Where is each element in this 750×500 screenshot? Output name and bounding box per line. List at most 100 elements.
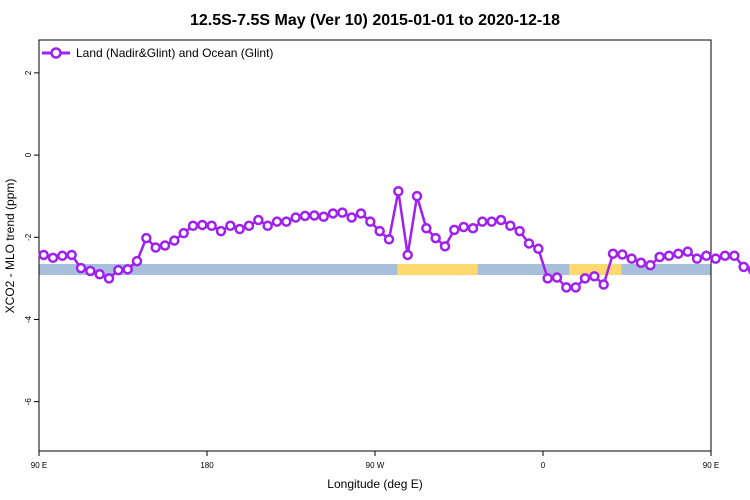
- data-point: [458, 221, 469, 233]
- data-point: [561, 282, 572, 293]
- data-point: [402, 249, 413, 261]
- data-point: [47, 252, 59, 264]
- data-point: [486, 216, 497, 227]
- data-point: [533, 243, 544, 255]
- data-point: [290, 212, 301, 223]
- data-point: [103, 273, 115, 284]
- data-point: [635, 257, 647, 269]
- data-point: [579, 273, 591, 284]
- data-point: [710, 253, 721, 264]
- x-tick-label: 0: [541, 461, 546, 470]
- data-point: [346, 212, 357, 223]
- data-point: [719, 250, 731, 262]
- y-tick-label: -2: [24, 233, 33, 241]
- data-point: [393, 185, 404, 197]
- plot-area: [38, 39, 750, 452]
- data-point: [383, 234, 395, 245]
- data-point: [477, 216, 488, 227]
- y-tick-label: -6: [24, 398, 33, 406]
- data-point: [234, 223, 245, 235]
- data-point: [514, 225, 525, 237]
- data-point: [262, 220, 273, 232]
- legend-label: Land (Nadir&Glint) and Ocean (Glint): [76, 46, 273, 60]
- data-point: [607, 248, 619, 259]
- x-tick-label: 90 E: [31, 461, 47, 470]
- data-point: [663, 250, 675, 262]
- data-point: [57, 250, 68, 262]
- data-point: [243, 220, 255, 232]
- data-point: [75, 262, 87, 274]
- data-point: [439, 241, 451, 252]
- data-point: [85, 265, 96, 277]
- y-tick-label: -4: [24, 315, 33, 323]
- data-point: [467, 222, 479, 234]
- data-point: [38, 249, 49, 261]
- x-axis: 90 E 180 90 W 0 90 E: [31, 451, 719, 470]
- data-point: [449, 224, 460, 236]
- data-point: [122, 264, 133, 275]
- data-point: [159, 240, 171, 251]
- data-point: [309, 210, 320, 221]
- data-point: [215, 225, 227, 237]
- data-point: [141, 232, 152, 244]
- y-axis: 2 0 -2 -4 -6: [24, 70, 39, 405]
- data-point: [197, 219, 208, 231]
- ocean-band: [39, 263, 711, 276]
- data-point: [505, 220, 516, 232]
- data-point: [729, 250, 740, 262]
- plot-frame: [38, 39, 712, 452]
- y-tick-label: 0: [24, 152, 33, 157]
- x-tick-label: 90 W: [366, 461, 385, 470]
- data-point: [542, 273, 553, 284]
- data-point: [626, 253, 637, 264]
- series-layer: [38, 185, 750, 293]
- data-point: [421, 222, 432, 234]
- data-point: [299, 210, 311, 222]
- data-point: [131, 255, 143, 267]
- x-axis-label: Longitude (deg E): [327, 477, 422, 491]
- data-point: [355, 208, 367, 219]
- data-point: [523, 238, 535, 249]
- data-point: [701, 250, 712, 262]
- data-point: [682, 246, 693, 257]
- data-point: [551, 272, 563, 283]
- data-point: [495, 214, 507, 226]
- data-point: [271, 216, 283, 227]
- x-tick-label: 90 E: [703, 461, 719, 470]
- data-point: [206, 220, 217, 232]
- data-point: [411, 190, 423, 202]
- data-point: [654, 251, 665, 263]
- data-point: [691, 253, 703, 264]
- legend-point-marker: [50, 47, 62, 59]
- data-point: [598, 279, 609, 290]
- data-point: [169, 235, 180, 246]
- data-point: [589, 271, 600, 282]
- land-band: [397, 263, 478, 276]
- legend: Land (Nadir&Glint) and Ocean (Glint): [42, 46, 273, 60]
- data-point: [617, 249, 628, 260]
- data-point: [281, 216, 292, 227]
- data-point: [645, 259, 656, 271]
- data-point: [187, 220, 199, 232]
- x-tick-label: 180: [200, 461, 214, 470]
- y-tick-label: 2: [24, 70, 33, 75]
- data-point: [318, 211, 329, 222]
- data-point: [673, 248, 684, 259]
- y-axis-label: XCO2 - MLO trend (ppm): [3, 179, 17, 314]
- data-point: [66, 249, 77, 261]
- data-point: [570, 282, 581, 293]
- data-point: [738, 261, 749, 273]
- data-point: [113, 264, 124, 276]
- data-point: [374, 225, 385, 237]
- chart-title: 12.5S-7.5S May (Ver 10) 2015-01-01 to 20…: [190, 12, 560, 29]
- land-band: [569, 263, 622, 276]
- data-point: [253, 214, 264, 226]
- data-point: [365, 216, 376, 227]
- surface-band: [39, 263, 711, 276]
- data-point: [150, 242, 161, 253]
- data-point: [430, 232, 441, 244]
- data-point: [178, 227, 189, 239]
- data-point: [337, 207, 348, 218]
- data-point: [94, 269, 105, 280]
- data-point: [327, 208, 339, 219]
